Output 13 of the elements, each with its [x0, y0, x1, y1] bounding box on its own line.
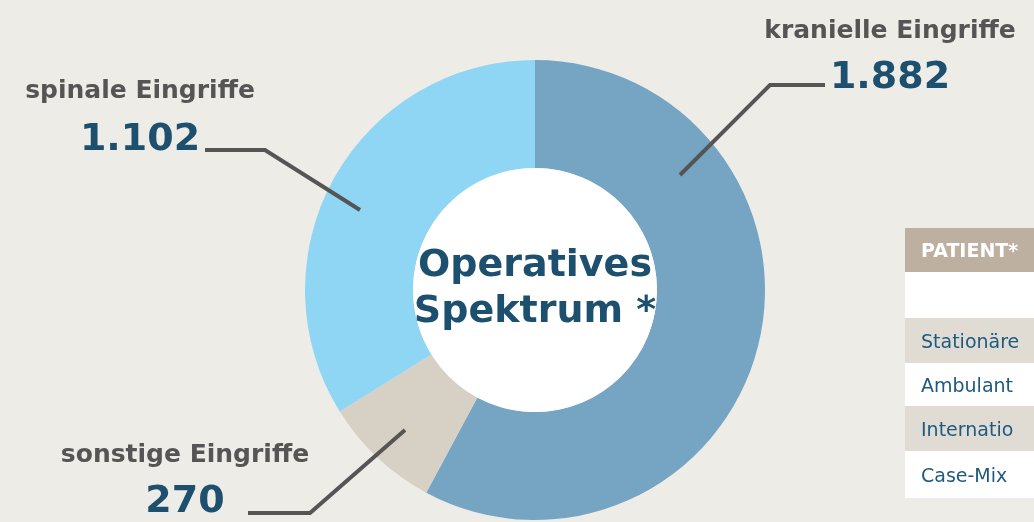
data-label: 1.882: [829, 53, 951, 97]
slice-label: sonstige Eingriffe: [60, 439, 310, 468]
slice-label: spinale Eingriffe: [25, 75, 255, 104]
data-label: 1.102: [79, 115, 201, 159]
text: Internatio: [921, 417, 1014, 440]
text: Ambulant: [921, 373, 1014, 396]
text: Stationäre: [921, 329, 1020, 352]
donut-slice: [339, 354, 478, 493]
text: Operatives Spektrum *: [413, 241, 657, 331]
text: Case-Mix: [921, 463, 1008, 486]
slice-label: kranielle Eingriffe: [764, 15, 1016, 44]
text: PATIENT*: [921, 239, 1019, 261]
data-label: 270: [145, 477, 225, 521]
